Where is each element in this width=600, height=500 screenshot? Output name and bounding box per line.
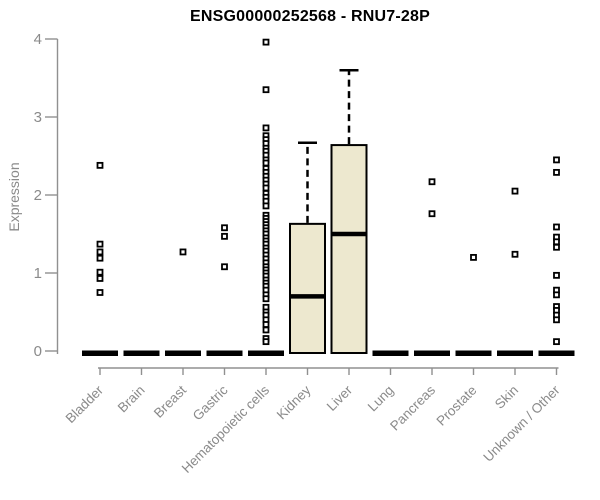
outlier-point [553,168,560,176]
zero-bar [455,350,492,356]
outlier-point [262,202,270,210]
category-group [330,68,368,354]
zero-bar [538,350,575,356]
zero-bar [497,350,533,356]
zero-bar [248,350,284,356]
chart-title: ENSG00000252568 - RNU7-28P [189,8,430,25]
x-tick-label: Lung [365,383,397,415]
outlier-point [511,250,519,258]
x-tick-label: Pancreas [387,382,438,433]
outlier-point [262,321,270,328]
outlier-point [511,187,519,195]
outlier-point [96,248,104,256]
outlier-point [221,232,228,240]
y-tick-label: 3 [34,109,42,126]
category-group [165,248,201,356]
category-group [538,156,575,356]
zero-bar [165,350,201,356]
outlier-point [96,289,104,296]
outlier-point [553,316,560,324]
category-group [82,161,118,356]
outlier-point [553,291,560,299]
outlier-point [262,38,270,46]
zero-bar [414,350,450,356]
outlier-point [96,275,104,282]
category-group [414,178,450,356]
y-tick-label: 4 [34,31,42,48]
x-tick-label: Unknown / Other [480,382,563,465]
zero-bar [123,350,160,356]
outlier-point [428,178,436,186]
x-tick-label: Prostate [433,383,479,429]
outlier-point [553,271,560,279]
outlier-point [262,124,270,132]
outlier-point [96,240,104,248]
x-tick-label: Liver [324,382,356,414]
x-tick-label: Breast [151,382,189,420]
outlier-point [262,326,270,334]
outlier-point [221,224,228,232]
category-group [455,253,492,356]
x-tick-label: Gastric [190,382,231,423]
x-tick-label: Skin [492,383,521,412]
outlier-point [553,156,560,164]
x-tick-label: Brain [115,383,148,416]
zero-bar [372,350,409,356]
category-group [372,350,409,356]
y-tick-label: 0 [34,343,42,360]
y-tick-label: 2 [34,187,42,204]
box [289,222,326,354]
x-tick-label: Bladder [63,382,107,426]
box [330,144,368,354]
outlier-point [262,184,270,192]
outlier-point [428,210,436,218]
category-group [289,141,326,354]
outlier-point [553,238,560,246]
y-axis: 0 1 2 3 4 [34,31,59,360]
outlier-point [221,263,228,271]
category-group [497,187,533,356]
outlier-point [179,248,187,256]
y-tick-label: 1 [34,265,42,282]
outlier-point [96,268,104,276]
outlier-point [553,243,560,251]
zero-bar [206,350,243,356]
outlier-point [96,254,104,262]
category-group [123,350,160,356]
outlier-point [553,338,560,346]
outlier-point [262,338,270,346]
outlier-point [96,161,104,169]
outlier-point [262,295,270,303]
outlier-point [553,223,560,231]
zero-bar [82,350,118,356]
outlier-point [262,86,270,94]
category-group [206,224,243,356]
outlier-point [262,159,270,167]
x-tick-label: Kidney [274,382,314,422]
category-group [248,38,284,356]
outlier-point [470,253,477,261]
